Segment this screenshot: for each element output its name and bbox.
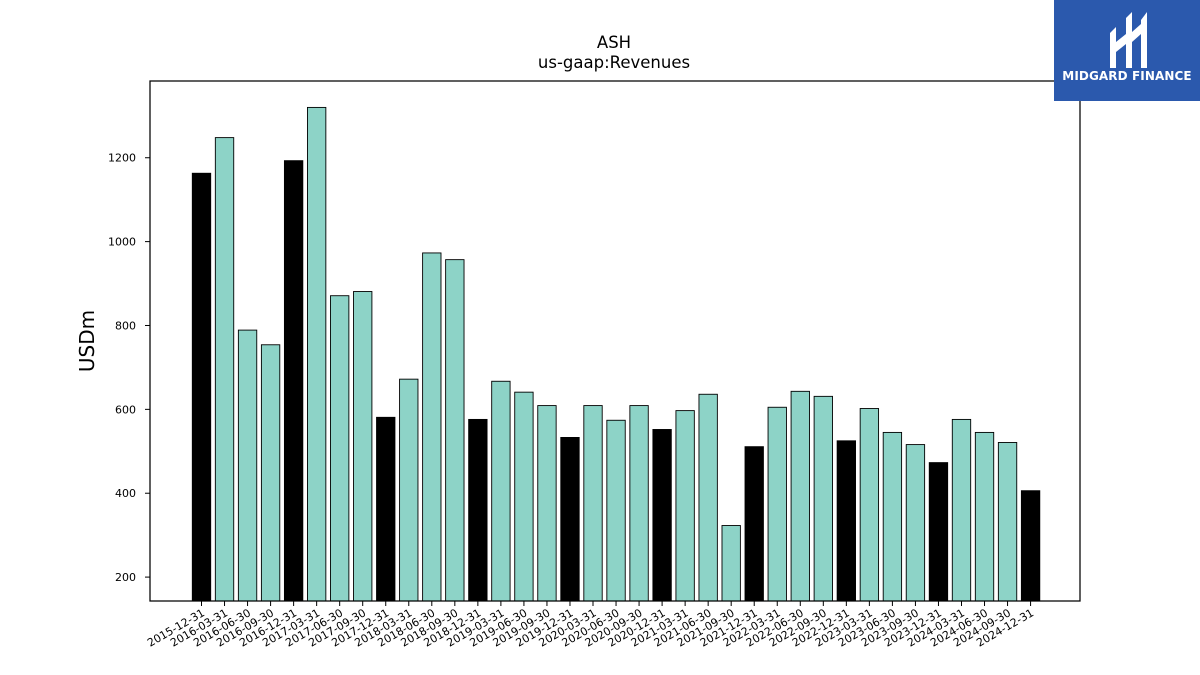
bar-2020-09-30 xyxy=(629,405,649,602)
bar-2023-09-30 xyxy=(905,444,926,602)
bar-2020-06-30 xyxy=(606,419,626,602)
bar-2023-12-31 xyxy=(928,462,949,602)
bar-2019-03-31 xyxy=(491,380,511,602)
chart-title: ASH xyxy=(597,33,631,52)
bar-2015-12-31 xyxy=(191,172,212,602)
bar-2016-12-31 xyxy=(283,160,304,602)
y-tick-label: 1200 xyxy=(108,152,136,165)
x-axis: 2015-12-312016-03-312016-06-302016-09-30… xyxy=(145,601,1036,650)
bar-2017-09-30 xyxy=(353,291,373,602)
y-tick-label: 1000 xyxy=(108,236,136,249)
y-axis-label: USDm xyxy=(75,310,99,372)
bar-2022-09-30 xyxy=(813,395,833,602)
bar-2023-03-31 xyxy=(859,408,880,602)
bar-2019-06-30 xyxy=(514,391,534,602)
brand-name: MIDGARD FINANCE xyxy=(1062,69,1192,83)
bar-2024-06-30 xyxy=(974,431,995,602)
bars xyxy=(191,106,1041,602)
bar-2024-09-30 xyxy=(997,442,1018,602)
bar-2016-06-30 xyxy=(237,329,258,602)
bar-2021-12-31 xyxy=(744,446,764,602)
y-tick-label: 600 xyxy=(115,403,136,416)
bar-2018-12-31 xyxy=(468,418,488,602)
bar-2021-03-31 xyxy=(675,410,695,602)
brand-logo-mark xyxy=(1110,12,1147,68)
bar-2017-12-31 xyxy=(376,416,396,602)
bar-2024-12-31 xyxy=(1020,490,1041,602)
bar-2019-12-31 xyxy=(560,437,580,602)
bar-2016-03-31 xyxy=(214,137,235,602)
bar-2022-12-31 xyxy=(836,440,856,602)
bar-2022-03-31 xyxy=(767,406,787,602)
bar-2017-06-30 xyxy=(330,295,350,602)
bar-2017-03-31 xyxy=(307,106,327,602)
bar-2016-09-30 xyxy=(260,344,281,602)
bar-2022-06-30 xyxy=(790,390,810,602)
bar-2024-03-31 xyxy=(951,418,972,602)
chart-subtitle: us-gaap:Revenues xyxy=(538,53,690,72)
bar-2018-06-30 xyxy=(422,252,442,602)
bar-2020-12-31 xyxy=(652,429,672,602)
y-axis: 200 400 600 800 1000 1200 xyxy=(108,152,150,584)
bar-2021-09-30 xyxy=(721,525,741,602)
bar-2020-03-31 xyxy=(583,405,603,602)
brand-logo: MIDGARD FINANCE xyxy=(1054,0,1200,101)
bar-2021-06-30 xyxy=(698,393,718,602)
y-tick-label: 200 xyxy=(115,571,136,584)
bar-2019-09-30 xyxy=(537,405,557,602)
bar-2023-06-30 xyxy=(882,431,903,602)
bar-2018-09-30 xyxy=(445,259,465,602)
plot-frame xyxy=(149,80,1081,602)
y-tick-label: 400 xyxy=(115,487,136,500)
bar-2018-03-31 xyxy=(399,378,419,602)
y-tick-label: 800 xyxy=(115,319,136,332)
